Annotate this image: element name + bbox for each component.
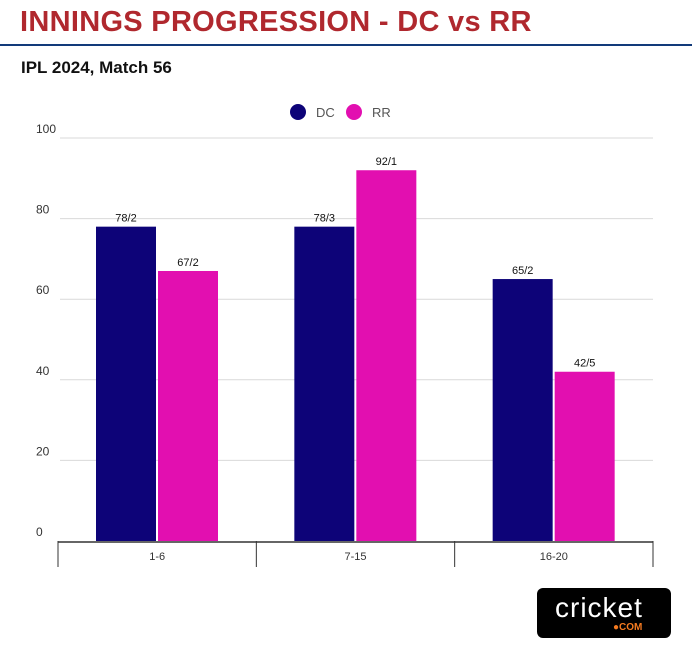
logo-suffix: ●COM [613,622,643,633]
title-divider [0,44,692,46]
legend-label: DC [316,105,335,120]
y-tick-label: 20 [36,444,50,458]
y-tick-label: 0 [36,525,43,539]
x-tick-label: 16-20 [540,551,568,563]
legend-label: RR [372,105,391,120]
bar-dc [96,226,156,541]
bar-rr [356,170,417,542]
bar-rr [554,371,615,541]
y-tick-label: 80 [36,203,50,217]
legend-marker-dc [290,104,306,120]
chart-subtitle: IPL 2024, Match 56 [21,58,172,77]
data-label: 42/5 [574,358,595,370]
logo-word: cricket [555,592,643,623]
bar-dc [492,279,553,541]
y-tick-label: 100 [36,122,56,136]
y-tick-label: 40 [36,364,50,378]
data-label: 92/1 [376,156,397,168]
x-tick-label: 7-15 [344,551,366,563]
data-label: 67/2 [177,257,198,269]
bar-dc [294,226,355,541]
bar-rr [158,270,218,541]
data-label: 78/2 [115,213,136,225]
y-tick-label: 60 [36,283,50,297]
data-label: 78/3 [314,213,335,225]
data-label: 65/2 [512,265,533,277]
cricket-com-logo: cricket ●COM [537,588,671,638]
chart-title: INNINGS PROGRESSION - DC vs RR [20,6,532,38]
x-tick-label: 1-6 [149,551,165,563]
legend-marker-rr [346,104,362,120]
